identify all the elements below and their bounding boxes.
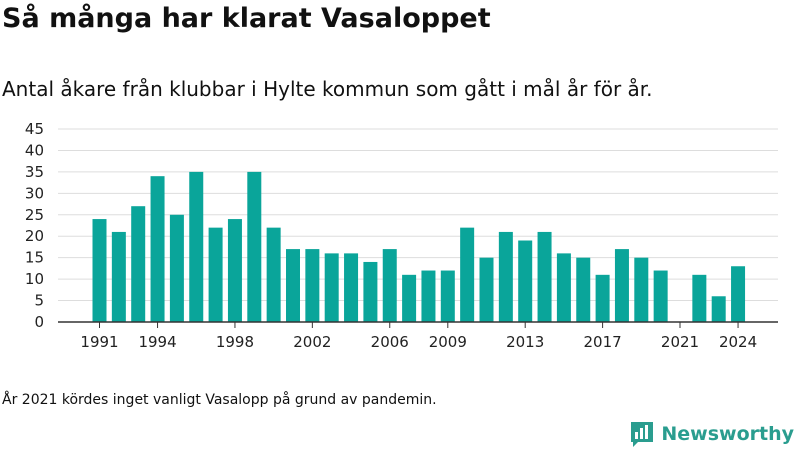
bar-2006 — [382, 249, 397, 322]
chart-subtitle: Antal åkare från klubbar i Hylte kommun … — [2, 77, 653, 101]
chart-title: Så många har klarat Vasaloppet — [2, 3, 491, 34]
bar-2003 — [324, 253, 339, 322]
x-tick-label-2013: 2013 — [506, 333, 544, 351]
bar-1992 — [111, 231, 126, 322]
bar-2014 — [537, 231, 552, 322]
bar-2018 — [614, 249, 629, 322]
brand-logo: Newsworthy — [629, 418, 794, 450]
y-tick-label-20: 20 — [25, 227, 44, 245]
bar-2008 — [421, 270, 436, 322]
bar-2022 — [692, 274, 707, 322]
newsworthy-logo-icon — [631, 422, 654, 447]
gridlines — [58, 128, 778, 302]
bar-2004 — [344, 253, 359, 322]
bar-1998 — [227, 219, 242, 322]
bar-2023 — [711, 296, 726, 322]
bar-2017 — [595, 274, 610, 322]
bar-2024 — [731, 266, 746, 322]
x-tick-label-2021: 2021 — [661, 333, 699, 351]
bar-2016 — [576, 257, 591, 322]
bar-2015 — [556, 253, 571, 322]
x-tick-label-1994: 1994 — [138, 333, 176, 351]
bar-2020 — [653, 270, 668, 322]
x-tick-label-2017: 2017 — [584, 333, 622, 351]
x-tick-label-2002: 2002 — [293, 333, 331, 351]
y-tick-label-10: 10 — [25, 270, 44, 288]
y-tick-label-25: 25 — [25, 206, 44, 224]
bar-2010 — [460, 227, 475, 322]
bar-1997 — [208, 227, 223, 322]
y-tick-label-5: 5 — [34, 292, 44, 310]
bar-1999 — [247, 171, 262, 322]
x-tick-label-2009: 2009 — [429, 333, 467, 351]
y-tick-label-40: 40 — [25, 141, 44, 159]
bar-1994 — [150, 176, 165, 322]
bar-2019 — [634, 257, 649, 322]
bar-2002 — [305, 249, 320, 322]
bar-2009 — [440, 270, 455, 322]
footnote: År 2021 kördes inget vanligt Vasalopp på… — [2, 392, 437, 408]
x-tick-label-1991: 1991 — [80, 333, 118, 351]
bar-1995 — [169, 214, 184, 322]
y-tick-label-15: 15 — [25, 249, 44, 267]
bar-2013 — [518, 240, 533, 322]
bar-1991 — [92, 219, 107, 322]
bar-2000 — [266, 227, 281, 322]
y-axis-tick-labels: 0 5 10 15 20 25 30 35 40 45 — [25, 120, 44, 331]
bar-chart: 0 5 10 15 20 25 30 35 40 45 1991 1994 1998 2002 2006 2… — [25, 120, 778, 351]
brand-name: Newsworthy — [661, 423, 794, 445]
y-tick-label-35: 35 — [25, 163, 44, 181]
bar-2007 — [402, 274, 417, 322]
bar-1996 — [189, 171, 204, 322]
x-axis-tick-labels: 1991 1994 1998 2002 2006 2009 2013 2017 2021 2024 — [80, 322, 757, 351]
y-tick-label-0: 0 — [34, 313, 44, 331]
bar-2001 — [286, 249, 300, 322]
y-tick-label-45: 45 — [25, 120, 44, 138]
x-tick-label-1998: 1998 — [216, 333, 254, 351]
y-tick-label-30: 30 — [25, 184, 44, 202]
bar-1993 — [131, 206, 146, 322]
bars — [92, 171, 746, 322]
bar-2005 — [363, 261, 378, 322]
bar-2012 — [498, 231, 513, 322]
bar-2011 — [479, 257, 494, 322]
x-tick-label-2006: 2006 — [371, 333, 409, 351]
x-tick-label-2024: 2024 — [719, 333, 757, 351]
